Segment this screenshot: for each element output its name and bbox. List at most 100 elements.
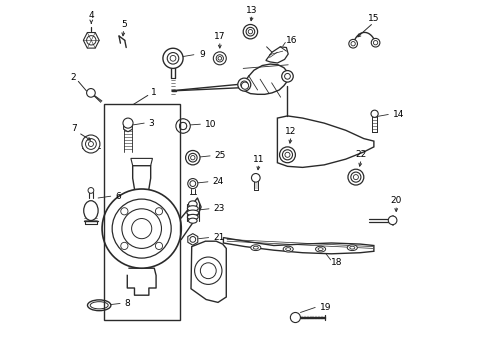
Circle shape [88, 141, 94, 147]
Circle shape [121, 208, 128, 215]
Ellipse shape [283, 246, 293, 252]
Circle shape [242, 82, 248, 89]
Circle shape [87, 36, 96, 45]
Circle shape [371, 110, 378, 117]
Text: 6: 6 [116, 192, 121, 201]
Ellipse shape [316, 246, 326, 252]
Circle shape [348, 169, 364, 185]
Circle shape [285, 152, 290, 157]
Circle shape [285, 73, 291, 79]
Text: 12: 12 [285, 127, 297, 136]
Circle shape [155, 242, 163, 249]
Polygon shape [277, 116, 374, 167]
Polygon shape [83, 32, 99, 48]
Circle shape [371, 39, 380, 47]
Circle shape [251, 174, 260, 182]
Circle shape [216, 55, 223, 62]
Circle shape [176, 119, 190, 133]
Circle shape [155, 208, 163, 215]
Text: 7: 7 [71, 125, 76, 134]
Circle shape [353, 175, 358, 180]
Text: 24: 24 [212, 177, 223, 186]
Circle shape [82, 135, 100, 153]
Circle shape [167, 53, 179, 64]
Ellipse shape [187, 215, 198, 220]
Circle shape [123, 118, 133, 128]
Circle shape [248, 30, 252, 34]
Ellipse shape [187, 206, 198, 211]
Ellipse shape [286, 248, 291, 251]
Circle shape [163, 48, 183, 68]
Circle shape [102, 189, 181, 268]
Ellipse shape [347, 245, 357, 251]
Text: 11: 11 [253, 155, 265, 163]
Text: 2: 2 [71, 73, 76, 82]
Ellipse shape [251, 245, 261, 251]
Polygon shape [242, 64, 288, 94]
Circle shape [195, 257, 222, 284]
Circle shape [121, 242, 128, 249]
Circle shape [282, 150, 293, 160]
Circle shape [191, 156, 195, 160]
Text: 18: 18 [331, 258, 343, 267]
Ellipse shape [187, 210, 199, 215]
Circle shape [190, 237, 196, 242]
Circle shape [188, 179, 198, 189]
Polygon shape [131, 158, 152, 166]
Text: 21: 21 [213, 233, 224, 242]
Text: 9: 9 [199, 50, 205, 59]
Text: 17: 17 [214, 32, 225, 41]
Text: 3: 3 [148, 119, 153, 128]
Ellipse shape [350, 246, 355, 249]
Circle shape [200, 263, 216, 279]
Circle shape [189, 153, 197, 162]
Text: 23: 23 [213, 204, 225, 213]
Circle shape [190, 181, 196, 186]
Polygon shape [188, 234, 198, 245]
Circle shape [246, 27, 255, 36]
Polygon shape [223, 238, 374, 254]
Circle shape [213, 52, 226, 65]
Circle shape [280, 147, 295, 163]
Circle shape [122, 209, 162, 248]
Ellipse shape [90, 302, 108, 309]
Circle shape [388, 216, 397, 225]
Circle shape [241, 81, 248, 88]
Text: 10: 10 [205, 120, 216, 129]
Ellipse shape [88, 300, 111, 311]
Circle shape [351, 41, 355, 46]
Circle shape [87, 89, 95, 97]
Ellipse shape [318, 248, 323, 251]
Circle shape [243, 24, 258, 39]
Circle shape [238, 78, 251, 91]
Text: 22: 22 [356, 150, 367, 159]
Text: 4: 4 [89, 12, 94, 21]
Circle shape [349, 39, 357, 48]
Ellipse shape [84, 201, 98, 220]
Circle shape [373, 41, 378, 45]
Text: 5: 5 [121, 20, 126, 29]
Circle shape [291, 312, 300, 323]
Text: 1: 1 [151, 89, 157, 98]
Text: 19: 19 [320, 303, 331, 312]
Circle shape [132, 219, 152, 239]
Polygon shape [177, 119, 189, 133]
Circle shape [282, 71, 293, 82]
Polygon shape [266, 47, 288, 63]
Text: 20: 20 [391, 196, 402, 205]
Ellipse shape [253, 246, 258, 249]
Text: 13: 13 [246, 6, 258, 15]
Text: 8: 8 [124, 299, 130, 308]
Circle shape [112, 199, 171, 258]
Circle shape [179, 122, 187, 130]
Text: 14: 14 [392, 110, 404, 119]
Text: 15: 15 [368, 14, 379, 23]
Circle shape [186, 150, 200, 165]
Circle shape [170, 55, 176, 61]
Polygon shape [123, 122, 132, 132]
Circle shape [179, 122, 187, 130]
Circle shape [86, 139, 97, 149]
Circle shape [351, 172, 361, 182]
Text: 16: 16 [286, 36, 298, 45]
Bar [104, 104, 180, 320]
